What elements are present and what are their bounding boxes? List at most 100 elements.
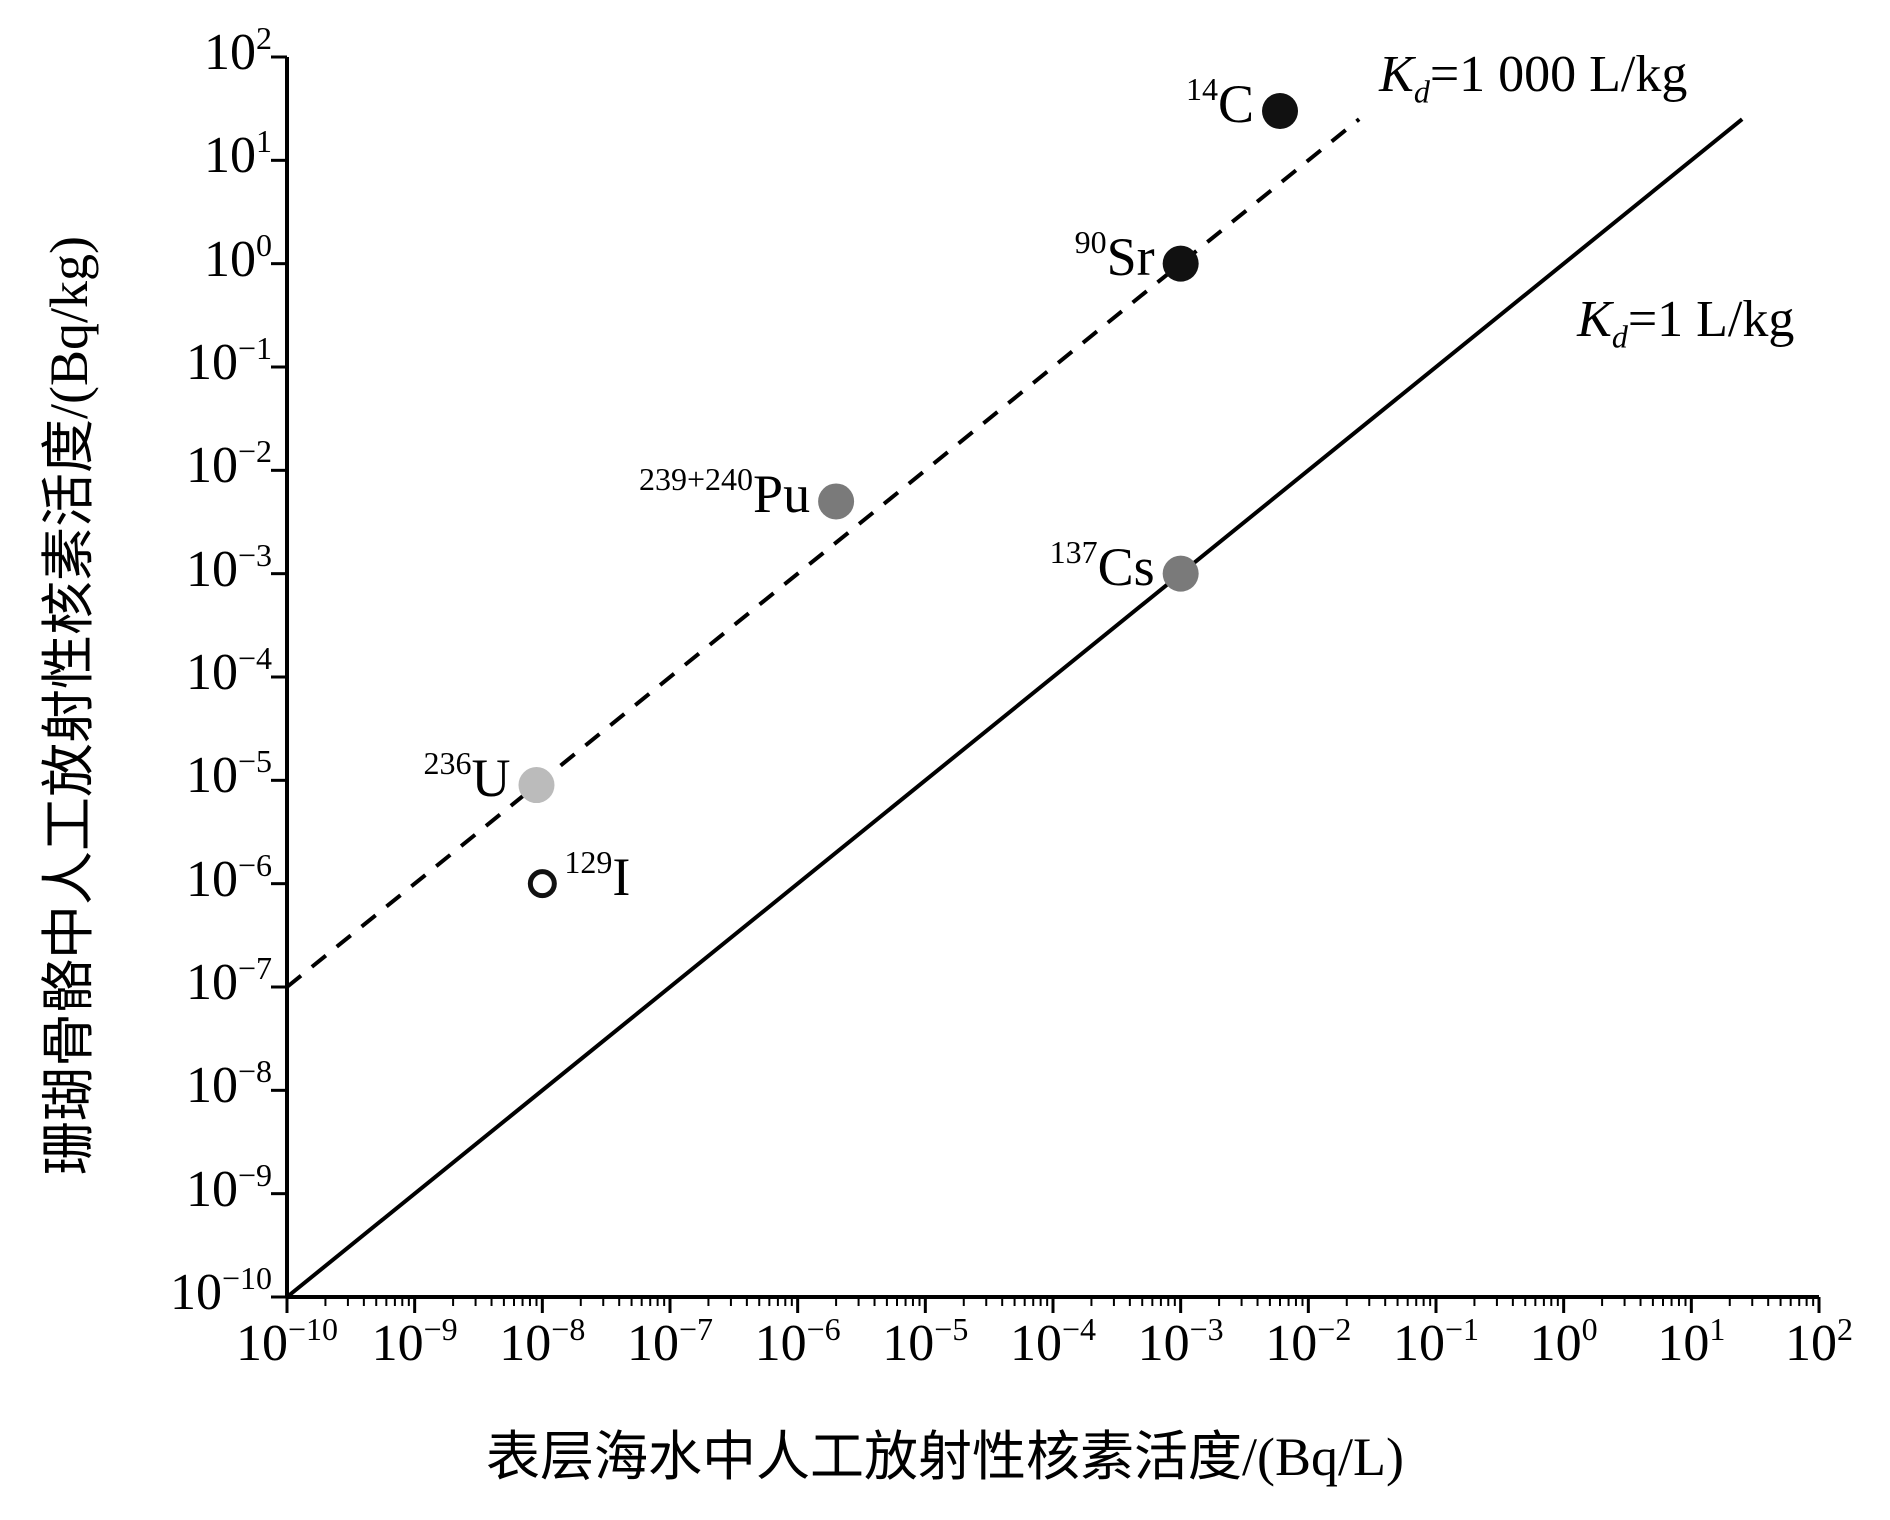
data-point-c bbox=[1262, 93, 1299, 130]
x-tick-exponent: −1 bbox=[1444, 1311, 1480, 1347]
data-point-pu bbox=[818, 483, 855, 520]
point-label-element: Sr bbox=[1106, 226, 1155, 287]
point-label-i: 129I bbox=[564, 846, 631, 907]
point-label-element: C bbox=[1217, 74, 1254, 135]
y-axis-title: 珊瑚骨骼中人工放射性核素活度/(Bq/kg) bbox=[38, 235, 99, 1175]
y-tick-base: 10 bbox=[169, 1264, 222, 1321]
y-tick-label: 10−3 bbox=[100, 539, 272, 598]
x-tick-base: 10 bbox=[1137, 1315, 1190, 1372]
y-tick-exponent: −1 bbox=[237, 330, 272, 366]
data-point-i bbox=[527, 869, 557, 899]
y-axis-title-wrap: 珊瑚骨骼中人工放射性核素活度/(Bq/kg) bbox=[18, 80, 108, 1330]
y-tick-label: 10−9 bbox=[100, 1159, 272, 1218]
y-tick-exponent: −10 bbox=[221, 1260, 272, 1296]
y-tick-exponent: −7 bbox=[237, 950, 272, 986]
y-tick-exponent: 2 bbox=[256, 20, 272, 56]
x-tick-base: 10 bbox=[1009, 1315, 1062, 1372]
reference-lines bbox=[285, 117, 1744, 1299]
y-tick-label: 102 bbox=[100, 22, 272, 79]
y-tick-label: 10−8 bbox=[100, 1055, 272, 1112]
x-tick-label: 10−8 bbox=[462, 1313, 622, 1372]
x-tick-base: 10 bbox=[1392, 1315, 1445, 1372]
data-point-sr bbox=[1162, 245, 1199, 282]
y-tick-exponent: 1 bbox=[256, 123, 272, 160]
x-tick-exponent: −5 bbox=[934, 1311, 969, 1347]
kd-label-2: Kd=1 L/kg bbox=[1577, 291, 1794, 353]
point-label-element: U bbox=[471, 748, 511, 809]
x-tick-base: 10 bbox=[371, 1315, 424, 1372]
y-tick-label: 10−10 bbox=[100, 1262, 272, 1321]
kd-subscript: d bbox=[1611, 318, 1628, 355]
y-tick-base: 10 bbox=[185, 437, 238, 495]
x-tick-label: 10−10 bbox=[207, 1313, 367, 1372]
x-tick-exponent: 1 bbox=[1709, 1311, 1726, 1347]
y-tick-label: 100 bbox=[100, 229, 272, 288]
point-label-element: Pu bbox=[753, 464, 811, 525]
y-tick-base: 10 bbox=[185, 644, 238, 701]
x-tick-base: 10 bbox=[1265, 1315, 1318, 1372]
y-tick-base: 10 bbox=[185, 540, 238, 598]
y-tick-label: 10−6 bbox=[100, 849, 272, 908]
x-tick-exponent: 2 bbox=[1837, 1311, 1853, 1347]
data-points bbox=[518, 93, 1299, 899]
y-tick-exponent: −8 bbox=[237, 1053, 272, 1090]
reference-line-2 bbox=[285, 117, 1744, 1299]
x-tick-exponent: −10 bbox=[287, 1311, 339, 1347]
data-point-u bbox=[518, 767, 555, 804]
x-tick-label: 10−9 bbox=[335, 1313, 495, 1372]
data-point-cs bbox=[1162, 555, 1199, 592]
kd-symbol: Kd bbox=[1379, 46, 1430, 108]
point-label-u: 236U bbox=[423, 747, 511, 809]
y-tick-label: 10−5 bbox=[100, 745, 272, 802]
y-tick-exponent: −4 bbox=[237, 640, 272, 676]
x-tick-exponent: 0 bbox=[1581, 1311, 1598, 1347]
x-tick-base: 10 bbox=[626, 1315, 679, 1372]
point-label-mass: 239+240 bbox=[639, 461, 754, 498]
x-tick-base: 10 bbox=[235, 1315, 288, 1372]
reference-line-1 bbox=[285, 117, 1361, 989]
x-tick-base: 10 bbox=[882, 1315, 935, 1372]
x-tick-exponent: −4 bbox=[1061, 1311, 1097, 1347]
kd-variable: K bbox=[1577, 291, 1612, 349]
y-tick-label: 101 bbox=[100, 125, 272, 182]
y-tick-exponent: −9 bbox=[237, 1156, 272, 1193]
point-label-mass: 90 bbox=[1074, 223, 1107, 260]
kd-variable: K bbox=[1379, 46, 1414, 104]
x-tick-label: 101 bbox=[1611, 1313, 1771, 1370]
point-label-c: 14C bbox=[1186, 73, 1254, 135]
x-tick-label: 10−3 bbox=[1101, 1313, 1261, 1372]
point-label-element: I bbox=[612, 846, 631, 907]
point-label-element: Cs bbox=[1097, 536, 1155, 597]
x-tick-exponent: −8 bbox=[551, 1311, 586, 1347]
x-tick-exponent: −3 bbox=[1189, 1311, 1224, 1347]
x-tick-base: 10 bbox=[499, 1315, 552, 1372]
y-tick-label: 10−7 bbox=[100, 952, 272, 1011]
x-tick-label: 10−7 bbox=[590, 1313, 750, 1372]
x-tick-label: 10−2 bbox=[1228, 1313, 1388, 1372]
x-tick-label: 10−5 bbox=[845, 1313, 1005, 1372]
kd-symbol: Kd bbox=[1577, 291, 1628, 353]
y-tick-exponent: 0 bbox=[256, 226, 272, 263]
point-label-mass: 236 bbox=[423, 745, 472, 782]
y-tick-label: 10−4 bbox=[100, 642, 272, 701]
point-label-mass: 14 bbox=[1185, 71, 1218, 108]
x-tick-exponent: −7 bbox=[678, 1311, 714, 1347]
y-tick-label: 10−2 bbox=[100, 435, 272, 495]
point-label-mass: 129 bbox=[564, 843, 613, 880]
y-tick-label: 10−1 bbox=[100, 332, 272, 389]
kd-value: =1 000 L/kg bbox=[1429, 46, 1688, 104]
y-tick-exponent: −2 bbox=[237, 433, 272, 470]
kd-subscript: d bbox=[1413, 73, 1430, 110]
y-tick-base: 10 bbox=[185, 1160, 238, 1218]
y-tick-base: 10 bbox=[204, 230, 256, 288]
x-tick-base: 10 bbox=[1529, 1315, 1582, 1372]
x-tick-exponent: −9 bbox=[423, 1311, 458, 1347]
x-tick-base: 10 bbox=[754, 1315, 807, 1372]
y-tick-base: 10 bbox=[185, 850, 238, 908]
point-label-cs: 137Cs bbox=[1050, 536, 1155, 597]
y-tick-base: 10 bbox=[185, 954, 238, 1011]
kd-label-1: Kd=1 000 L/kg bbox=[1379, 46, 1688, 108]
x-tick-label: 10−4 bbox=[973, 1313, 1133, 1372]
point-label-sr: 90Sr bbox=[1075, 226, 1155, 287]
y-tick-exponent: −6 bbox=[237, 846, 272, 883]
